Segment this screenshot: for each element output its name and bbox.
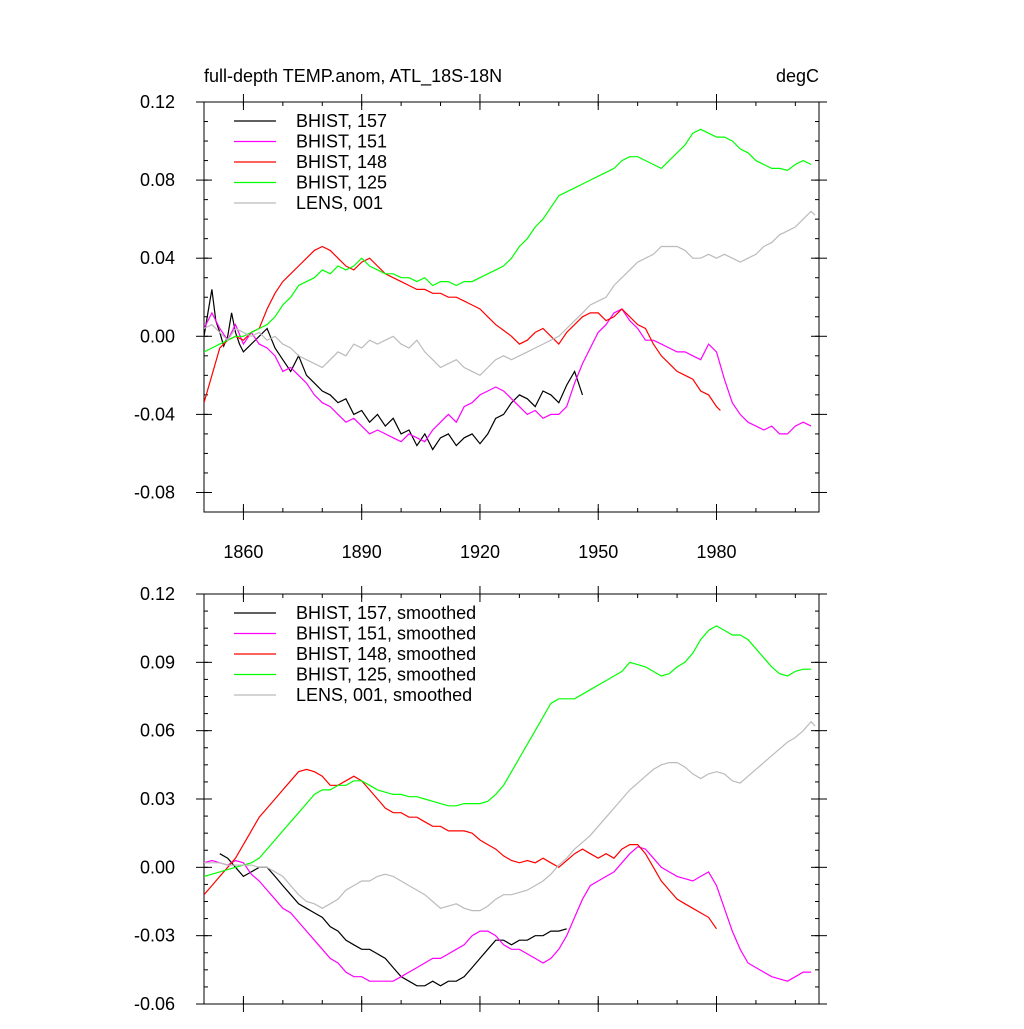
y-tick-label: 0.06: [140, 721, 175, 741]
series-line-1: [204, 289, 584, 451]
x-tick-label: 1890: [342, 542, 382, 562]
bottom-panel: 0.12 0.09 0.06 0.03 0.00 -0.03 -0.06 BHIST, 157…: [134, 584, 827, 1014]
series-line-5: [204, 210, 816, 377]
y-tick-label: -0.03: [134, 926, 175, 946]
units-label: degC: [776, 66, 819, 86]
y-tick-label: 0.00: [140, 326, 175, 346]
y-tick-label: 0.12: [140, 584, 175, 604]
legend-label: BHIST, 148: [296, 152, 387, 172]
legend-label: BHIST, 148, smoothed: [296, 644, 476, 664]
y-tick-label: 0.04: [140, 248, 175, 268]
legend-label: LENS, 001, smoothed: [296, 685, 472, 705]
legend-label: BHIST, 151, smoothed: [296, 624, 476, 644]
legend-label: BHIST, 125, smoothed: [296, 665, 476, 685]
x-tick-label: 1860: [223, 542, 263, 562]
x-tick-label: 1920: [460, 542, 500, 562]
chart-title: full-depth TEMP.anom, ATL_18S-18N: [204, 66, 502, 87]
legend-label: LENS, 001: [296, 193, 383, 213]
series-line-5: [204, 720, 816, 912]
series-line-2: [204, 308, 812, 443]
y-tick-label: 0.03: [140, 789, 175, 809]
series-line-2: [204, 846, 812, 982]
series-line-4: [204, 625, 812, 877]
series-line-3: [204, 245, 721, 411]
y-tick-label: 0.09: [140, 652, 175, 672]
series-line-1: [219, 853, 567, 987]
top-panel: full-depth TEMP.anom, ATL_18S-18N degC 0.1…: [134, 66, 827, 562]
plot-frame: [203, 101, 820, 513]
x-tick-label: 1980: [696, 542, 736, 562]
y-tick-label: -0.08: [134, 482, 175, 502]
y-tick-label: -0.04: [134, 404, 175, 424]
legend-label: BHIST, 125: [296, 173, 387, 193]
y-tick-label: 0.12: [140, 92, 175, 112]
y-tick-label: -0.06: [134, 994, 175, 1014]
y-tick-label: 0.08: [140, 170, 175, 190]
y-tick-label: 0.00: [140, 857, 175, 877]
legend-label: BHIST, 151: [296, 132, 387, 152]
legend-label: BHIST, 157: [296, 111, 387, 131]
legend-label: BHIST, 157, smoothed: [296, 603, 476, 623]
x-tick-label: 1950: [578, 542, 618, 562]
series-line-3: [204, 768, 717, 930]
series-line-4: [204, 128, 812, 353]
